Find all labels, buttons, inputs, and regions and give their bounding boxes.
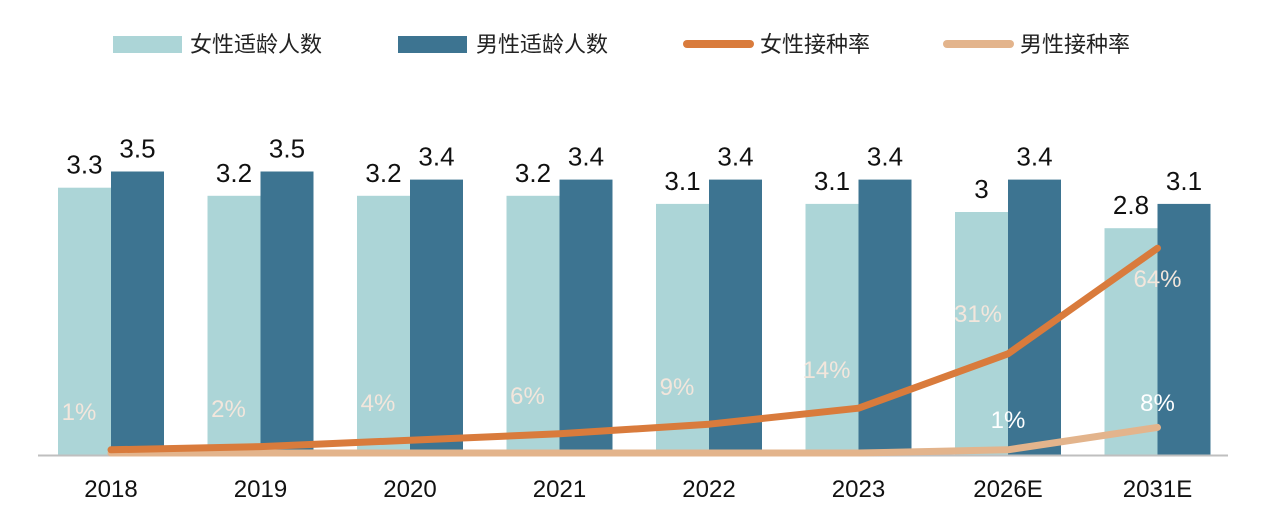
bar-male-2031E xyxy=(1157,203,1211,455)
bar-group-2026E xyxy=(955,179,1061,455)
bar-female-2023 xyxy=(805,203,859,455)
male-rate-label: 8% xyxy=(1140,390,1175,417)
bar-value-label: 3.4 xyxy=(867,142,903,172)
x-tick-label: 2018 xyxy=(84,476,137,503)
bar-value-label: 3.5 xyxy=(269,134,305,164)
female-rate-label: 31% xyxy=(954,301,1002,328)
x-tick-label: 2019 xyxy=(234,476,287,503)
x-tick-label: 2026E xyxy=(973,476,1042,503)
x-axis: 2018 2019 2020 2021 2022 2023 2026E 2031E xyxy=(38,454,1228,503)
bar-female-2019 xyxy=(207,195,261,456)
bar-group-2021 xyxy=(506,179,613,456)
bar-male-2023 xyxy=(858,179,912,455)
x-tick-label: 2023 xyxy=(832,476,885,503)
bar-group-2022 xyxy=(656,179,762,455)
bar-male-2019 xyxy=(260,171,314,455)
bar-female-2020 xyxy=(357,195,410,456)
bar-male-2018 xyxy=(111,171,164,455)
bar-group-2018 xyxy=(58,171,164,455)
bar-female-2026E xyxy=(955,212,1008,455)
female-rate-line xyxy=(107,244,1161,454)
legend-label: 女性接种率 xyxy=(760,33,870,58)
bar-male-2021 xyxy=(559,179,613,455)
legend-item-3: 女性接种率 xyxy=(683,33,870,58)
legend-item-1: 女性适龄人数 xyxy=(113,33,322,58)
bar-group-2020 xyxy=(357,179,463,456)
female-rate-label: 2% xyxy=(211,396,246,423)
legend-swatch xyxy=(113,36,182,53)
bar-value-label: 3.2 xyxy=(216,158,252,188)
bar-male-2020 xyxy=(410,179,463,455)
legend-label: 男性接种率 xyxy=(1020,33,1130,58)
female-rate-label: 4% xyxy=(361,390,396,417)
bar-value-label: 3.1 xyxy=(664,166,700,196)
legend-label: 女性适龄人数 xyxy=(190,33,322,58)
legend: 女性适龄人数 男性适龄人数 女性接种率 男性接种率 xyxy=(113,33,1130,58)
bar-value-label: 3.2 xyxy=(365,158,401,188)
bar-female-2021 xyxy=(506,195,560,456)
bar-value-label: 3.1 xyxy=(814,166,850,196)
bar-male-2026E xyxy=(1008,179,1061,455)
bar-female-2018 xyxy=(58,187,111,455)
bar-value-label: 3.2 xyxy=(515,158,551,188)
legend-item-2: 男性适龄人数 xyxy=(398,33,608,58)
bar-female-2031E xyxy=(1104,228,1158,455)
x-tick-label: 2021 xyxy=(533,476,586,503)
bar-value-label: 3.4 xyxy=(568,142,604,172)
legend-label: 男性适龄人数 xyxy=(476,33,608,58)
female-rate-label: 14% xyxy=(802,357,850,384)
bars xyxy=(58,171,1211,456)
bar-value-label: 2.8 xyxy=(1113,190,1149,220)
bar-group-2019 xyxy=(207,171,314,456)
x-tick-label: 2022 xyxy=(682,476,735,503)
rate-lines xyxy=(107,244,1161,457)
bar-value-label: 3.1 xyxy=(1166,166,1202,196)
female-rate-label: 1% xyxy=(62,399,97,426)
male-rate-line xyxy=(107,423,1161,457)
bar-value-label: 3.5 xyxy=(119,134,155,164)
legend-swatch xyxy=(398,36,467,53)
x-tick-label: 2020 xyxy=(383,476,436,503)
male-rate-label: 1% xyxy=(991,407,1026,434)
bar-value-label: 3.4 xyxy=(717,142,753,172)
bar-group-2031E xyxy=(1104,203,1211,455)
female-rate-label: 9% xyxy=(660,374,695,401)
bar-female-2022 xyxy=(656,203,709,455)
data-labels: 3.3 3.5 3.2 3.5 3.2 3.4 3.2 3.4 3.1 3.4 3.1 3.4 3 3.4… xyxy=(62,134,1202,435)
bar-male-2022 xyxy=(709,179,762,455)
bar-group-2023 xyxy=(805,179,912,455)
bar-value-label: 3.4 xyxy=(418,142,454,172)
bar-value-label: 3.3 xyxy=(66,150,102,180)
bar-value-label: 3 xyxy=(974,174,988,204)
female-rate-label: 64% xyxy=(1133,266,1181,293)
legend-item-4: 男性接种率 xyxy=(943,33,1130,58)
bar-value-label: 3.4 xyxy=(1016,142,1052,172)
x-tick-label: 2031E xyxy=(1123,476,1192,503)
female-rate-label: 6% xyxy=(510,383,545,410)
